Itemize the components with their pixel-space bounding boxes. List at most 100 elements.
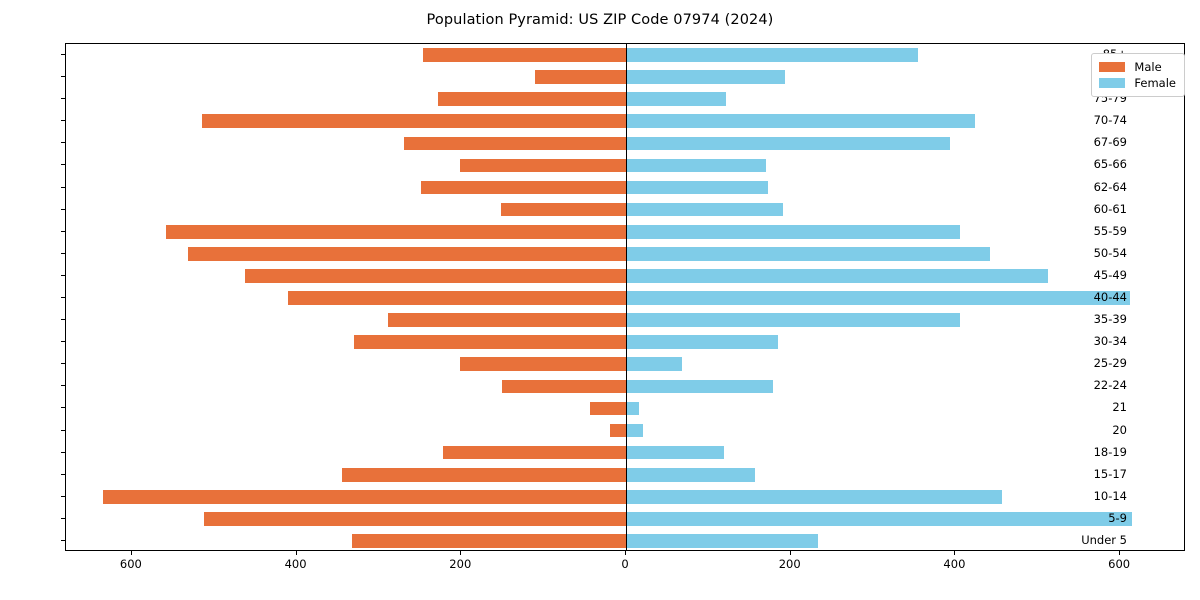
- bar-row: [66, 423, 1184, 438]
- bar-female[interactable]: [626, 70, 785, 84]
- bar-row: [66, 467, 1184, 482]
- y-axis-tick-mark: [61, 451, 65, 453]
- bar-male[interactable]: [500, 202, 626, 217]
- chart-title: Population Pyramid: US ZIP Code 07974 (2…: [426, 12, 774, 28]
- x-axis-tick-mark: [954, 551, 956, 555]
- bar-female[interactable]: [626, 136, 950, 151]
- bar-female[interactable]: [626, 114, 976, 129]
- bar-female[interactable]: [626, 512, 1133, 526]
- y-axis-tick-mark: [61, 252, 65, 254]
- x-axis-tick-mark: [460, 551, 462, 555]
- bar-male[interactable]: [403, 136, 626, 151]
- chart-legend[interactable]: Male Female: [1091, 53, 1185, 97]
- x-axis-tick-label: 600: [1108, 557, 1131, 571]
- bar-female[interactable]: [626, 445, 724, 460]
- y-axis-tick-mark: [61, 98, 65, 100]
- bar-male[interactable]: [103, 489, 626, 504]
- bar-female[interactable]: [626, 534, 818, 548]
- y-axis-tick-label: 35-39: [1093, 312, 1127, 327]
- x-axis-tick-mark: [1119, 551, 1121, 555]
- y-axis-tick-mark: [61, 363, 65, 365]
- bar-male[interactable]: [166, 224, 626, 239]
- bar-female[interactable]: [626, 401, 640, 416]
- y-axis-tick-label: 55-59: [1093, 223, 1127, 238]
- y-axis-tick-label: 21: [1112, 400, 1127, 415]
- bar-male[interactable]: [438, 92, 626, 107]
- bar-female[interactable]: [626, 291, 1130, 305]
- y-axis-tick-label: 45-49: [1093, 267, 1127, 282]
- bar-row: [66, 291, 1184, 305]
- bar-male[interactable]: [535, 70, 626, 84]
- bar-row: [66, 158, 1184, 173]
- bar-row: [66, 70, 1184, 84]
- bar-female[interactable]: [626, 246, 990, 261]
- bar-row: [66, 180, 1184, 195]
- bar-row: [66, 313, 1184, 327]
- bar-female[interactable]: [626, 423, 644, 438]
- y-axis-tick-label: 30-34: [1093, 334, 1127, 349]
- bar-male[interactable]: [459, 158, 626, 173]
- bar-male[interactable]: [388, 313, 626, 327]
- bar-male[interactable]: [187, 246, 626, 261]
- bar-male[interactable]: [204, 512, 626, 526]
- x-axis-tick-label: 200: [778, 557, 801, 571]
- x-axis-tick-mark: [625, 551, 626, 555]
- y-axis-tick-label: 50-54: [1093, 245, 1127, 260]
- bar-male[interactable]: [443, 445, 626, 460]
- bar-male[interactable]: [354, 335, 626, 349]
- legend-entry[interactable]: Female: [1099, 75, 1176, 91]
- bar-female[interactable]: [626, 467, 756, 482]
- y-axis-tick-mark: [61, 385, 65, 387]
- bar-female[interactable]: [626, 379, 773, 394]
- y-axis-tick-mark: [61, 539, 65, 541]
- legend-swatch-icon: [1099, 62, 1126, 72]
- bar-female[interactable]: [626, 48, 918, 62]
- bar-male[interactable]: [341, 467, 626, 482]
- bar-row: [66, 357, 1184, 372]
- bar-row: [66, 224, 1184, 239]
- bar-male[interactable]: [201, 114, 626, 129]
- bar-female[interactable]: [626, 180, 768, 195]
- bar-row: [66, 335, 1184, 349]
- bar-row: [66, 489, 1184, 504]
- bar-male[interactable]: [459, 357, 626, 372]
- bar-row: [66, 114, 1184, 129]
- y-axis-tick-label: 65-66: [1093, 157, 1127, 172]
- legend-label: Female: [1134, 76, 1176, 90]
- bar-female[interactable]: [626, 224, 960, 239]
- bar-male[interactable]: [610, 423, 626, 438]
- bar-female[interactable]: [626, 92, 726, 107]
- bar-row: [66, 246, 1184, 261]
- y-axis-tick-mark: [61, 54, 65, 56]
- y-axis-tick-label: Under 5: [1081, 532, 1127, 547]
- bar-female[interactable]: [626, 202, 784, 217]
- y-axis-tick-mark: [61, 186, 65, 188]
- bar-male[interactable]: [589, 401, 626, 416]
- x-axis-tick-label: 200: [449, 557, 472, 571]
- legend-entry[interactable]: Male: [1099, 59, 1176, 75]
- bar-female[interactable]: [626, 357, 682, 372]
- y-axis-tick-mark: [61, 495, 65, 497]
- y-axis-tick-mark: [61, 230, 65, 232]
- bar-female[interactable]: [626, 489, 1002, 504]
- y-axis-tick-mark: [61, 142, 65, 144]
- bar-male[interactable]: [244, 269, 626, 283]
- bar-female[interactable]: [626, 313, 961, 327]
- bar-male[interactable]: [287, 291, 626, 305]
- y-axis-tick-mark: [61, 76, 65, 78]
- bar-male[interactable]: [420, 180, 626, 195]
- plot-area: [65, 43, 1185, 551]
- bar-male[interactable]: [351, 534, 626, 548]
- y-axis-tick-label: 70-74: [1093, 113, 1127, 128]
- bar-male[interactable]: [502, 379, 626, 394]
- x-axis-tick-mark: [295, 551, 297, 555]
- x-axis-tick-mark: [130, 551, 132, 555]
- bar-female[interactable]: [626, 158, 766, 173]
- bar-male[interactable]: [423, 48, 626, 62]
- bar-female[interactable]: [626, 269, 1048, 283]
- y-axis-tick-label: 20: [1112, 422, 1127, 437]
- y-axis-tick-mark: [61, 297, 65, 298]
- bar-row: [66, 136, 1184, 151]
- bar-female[interactable]: [626, 335, 778, 349]
